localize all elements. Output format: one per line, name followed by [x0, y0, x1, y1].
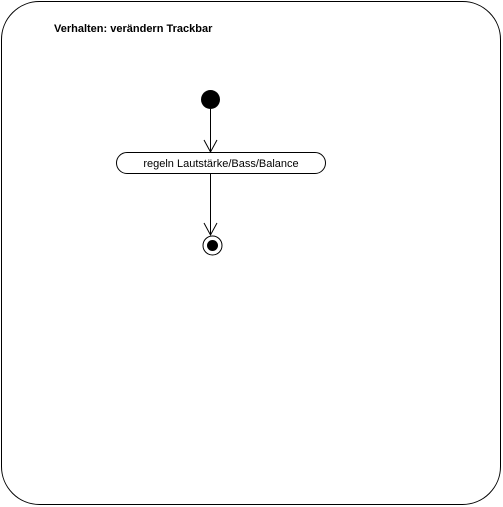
action-label: regeln Lautstärke/Bass/Balance	[143, 158, 298, 170]
diagram-title: Verhalten: verändern Trackbar	[54, 23, 213, 35]
initial-node	[201, 90, 220, 109]
action-node: regeln Lautstärke/Bass/Balance	[116, 152, 326, 174]
edge-action-to-end	[203, 174, 218, 237]
final-node	[202, 235, 223, 256]
